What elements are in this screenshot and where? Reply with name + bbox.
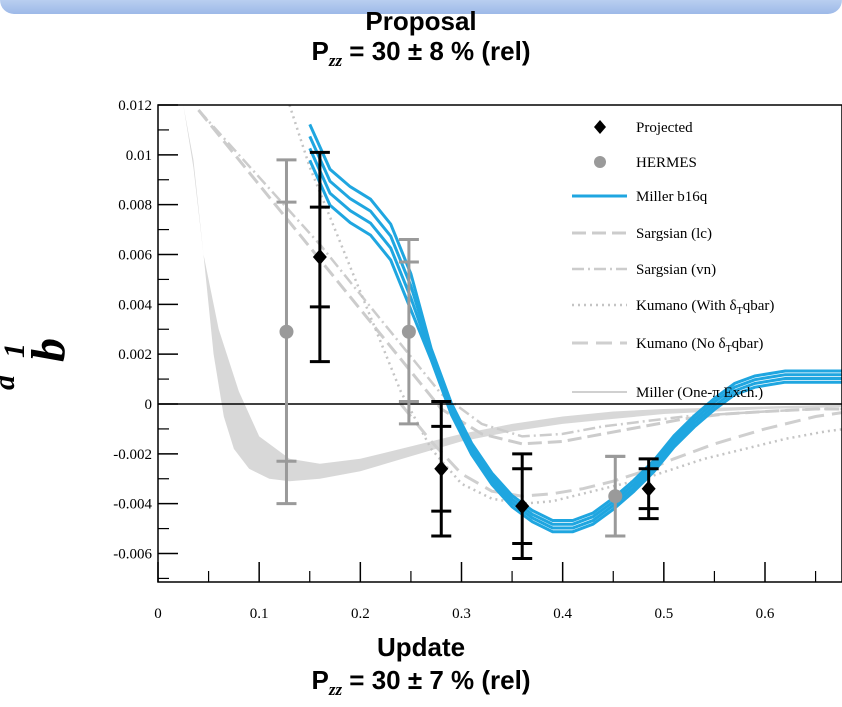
y-axis-label: b1 d xyxy=(0,338,75,390)
miller-b16q-line-2 xyxy=(308,135,842,526)
legend-projected-marker xyxy=(594,120,606,134)
legend-kumano-no-label: Kumano (No δTqbar) xyxy=(636,336,763,355)
miller-b16q-line-0 xyxy=(308,159,842,534)
y-tick-label: -0.006 xyxy=(113,547,152,563)
proposal-p-letter: P xyxy=(311,36,329,66)
proposal-title: Proposal xyxy=(365,6,477,36)
proposal-pzz-label: Pzz = 30 ± 8 % (rel) xyxy=(0,36,842,71)
legend-kumano-with-label: Kumano (With δTqbar) xyxy=(636,298,774,317)
update-title: Update xyxy=(376,632,466,662)
y-axis-label-subscript: 1 xyxy=(0,343,31,358)
legend-suffix: qbar) xyxy=(743,298,775,314)
proposal-p-value: = 30 ± 8 % (rel) xyxy=(342,36,531,66)
y-tick-label: 0.004 xyxy=(118,297,152,313)
plot-frame xyxy=(157,104,842,583)
x-tick-label: 0.3 xyxy=(452,606,471,622)
proposal-p-subscript: zz xyxy=(328,51,343,71)
x-tick-label: 0.5 xyxy=(654,606,673,622)
miller-b16q-line-1 xyxy=(308,147,842,530)
update-p-subscript: zz xyxy=(328,680,343,700)
x-tick-label: 0 xyxy=(154,606,162,622)
hermes-point xyxy=(608,489,623,504)
x-tick-label: 0.6 xyxy=(756,606,775,622)
y-tick-label: 0.012 xyxy=(118,98,152,114)
y-tick-label: 0.002 xyxy=(118,347,152,363)
legend-miller-one-pi-label: Miller (One-π Exch.) xyxy=(636,385,763,401)
y-tick-label: 0 xyxy=(145,397,153,413)
sargsian-vn-line xyxy=(197,109,842,438)
legend-projected-label: Projected xyxy=(636,120,693,136)
y-tick-label: -0.004 xyxy=(113,497,152,513)
legend-hermes-label: HERMES xyxy=(636,155,697,171)
update-pzz-label: Pzz = 30 ± 7 % (rel) xyxy=(0,665,842,700)
y-axis-label-superscript: d xyxy=(0,374,21,390)
y-axis-label-b: b xyxy=(22,338,75,362)
top-decorative-band xyxy=(0,0,842,14)
hermes-point xyxy=(279,324,294,339)
hermes-point xyxy=(401,324,416,339)
x-tick-label: 0.4 xyxy=(553,606,572,622)
legend-suffix: qbar) xyxy=(732,336,764,352)
projected-point xyxy=(434,460,449,477)
y-tick-label: 0.008 xyxy=(118,198,152,214)
update-p-letter: P xyxy=(311,665,329,695)
miller-one-pi-band xyxy=(183,105,842,482)
update-p-value: = 30 ± 7 % (rel) xyxy=(342,665,531,695)
miller-b16q-line-3 xyxy=(308,123,842,522)
legend-subscript: T xyxy=(726,344,732,355)
y-tick-label: 0.006 xyxy=(118,248,152,264)
y-tick-label: 0.01 xyxy=(126,148,152,164)
kumano-no-line xyxy=(399,403,842,498)
legend-sargsian-vn-label: Sargsian (vn) xyxy=(636,262,716,278)
projected-point xyxy=(312,248,327,265)
projected-point xyxy=(641,480,656,497)
y-tick-label: -0.002 xyxy=(113,447,152,463)
legend-sargsian-lc-label: Sargsian (lc) xyxy=(636,226,712,242)
x-tick-label: 0.2 xyxy=(351,606,370,622)
legend-hermes-marker xyxy=(594,156,606,168)
legend-subscript: T xyxy=(737,306,743,317)
projected-point xyxy=(515,498,530,515)
legend-miller-b16q-label: Miller b16q xyxy=(636,189,708,205)
x-tick-label: 0.1 xyxy=(250,606,269,622)
